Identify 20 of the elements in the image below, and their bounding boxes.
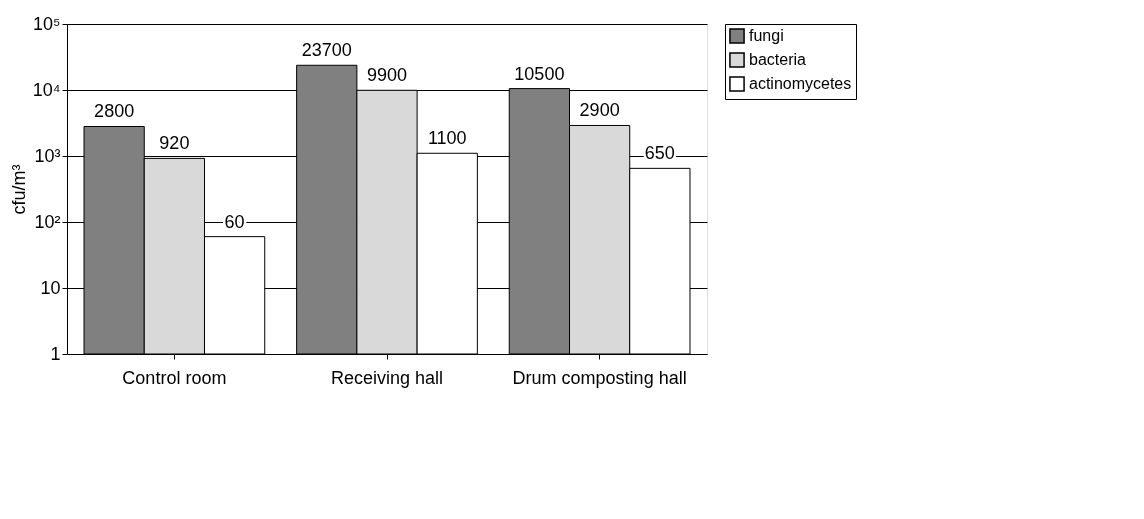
data-label: 1100: [427, 128, 467, 149]
data-label: 2900: [579, 100, 620, 121]
y-tick-label: 10²: [34, 211, 61, 232]
data-label: 10500: [514, 63, 565, 84]
y-axis-title: cfu/m³: [8, 164, 29, 215]
legend-label: actinomycetes: [749, 75, 852, 92]
data-label: 23700: [301, 40, 352, 61]
x-tick-label: Receiving hall: [330, 367, 444, 388]
y-tick-label: 10³: [34, 145, 61, 166]
x-tick-label: Control room: [122, 367, 227, 388]
y-tick-label: 10⁴: [32, 79, 61, 100]
legend-label: bacteria: [749, 51, 807, 68]
y-tick-label: 10: [40, 277, 61, 298]
data-label: 920: [159, 133, 190, 154]
data-label: 2800: [94, 101, 135, 122]
legend-label: fungi: [749, 27, 784, 44]
y-tick-label: 10⁵: [33, 13, 61, 34]
x-tick-label: Drum composting hall: [512, 367, 687, 388]
y-tick-label: 1: [50, 343, 61, 364]
data-label: 9900: [366, 65, 408, 86]
